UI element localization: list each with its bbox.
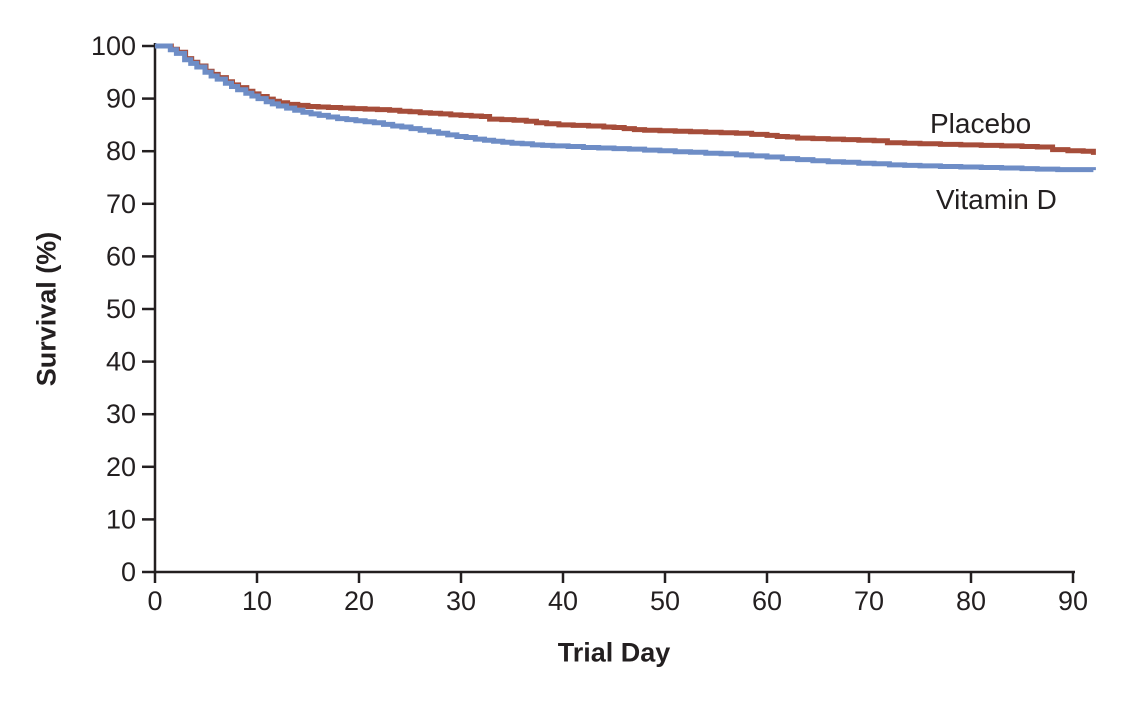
y-axis-title: Survival (%) (31, 231, 62, 387)
x-tick-label: 80 (956, 586, 986, 616)
y-tick-label: 0 (121, 557, 136, 587)
x-tick-label: 60 (752, 586, 782, 616)
y-tick-label: 10 (106, 504, 136, 534)
y-tick-label: 60 (106, 241, 136, 271)
series-label-placebo: Placebo (930, 108, 1032, 139)
x-tick-label: 20 (344, 586, 374, 616)
x-tick-label: 30 (446, 586, 476, 616)
y-tick-label: 100 (91, 31, 136, 61)
y-tick-label: 70 (106, 189, 136, 219)
x-tick-label: 90 (1058, 586, 1088, 616)
series-label-vitamin-d: Vitamin D (936, 184, 1057, 215)
x-tick-label: 10 (242, 586, 272, 616)
x-axis-title: Trial Day (557, 637, 671, 668)
y-tick-label: 30 (106, 399, 136, 429)
y-tick-label: 50 (106, 294, 136, 324)
x-tick-label: 70 (854, 586, 884, 616)
y-tick-label: 80 (106, 136, 136, 166)
x-tick-label: 0 (147, 586, 162, 616)
y-tick-label: 40 (106, 347, 136, 377)
y-tick-label: 90 (106, 84, 136, 114)
x-tick-label: 50 (650, 586, 680, 616)
x-tick-label: 40 (548, 586, 578, 616)
y-tick-label: 20 (106, 452, 136, 482)
vitamin-d-curve (155, 43, 1096, 173)
